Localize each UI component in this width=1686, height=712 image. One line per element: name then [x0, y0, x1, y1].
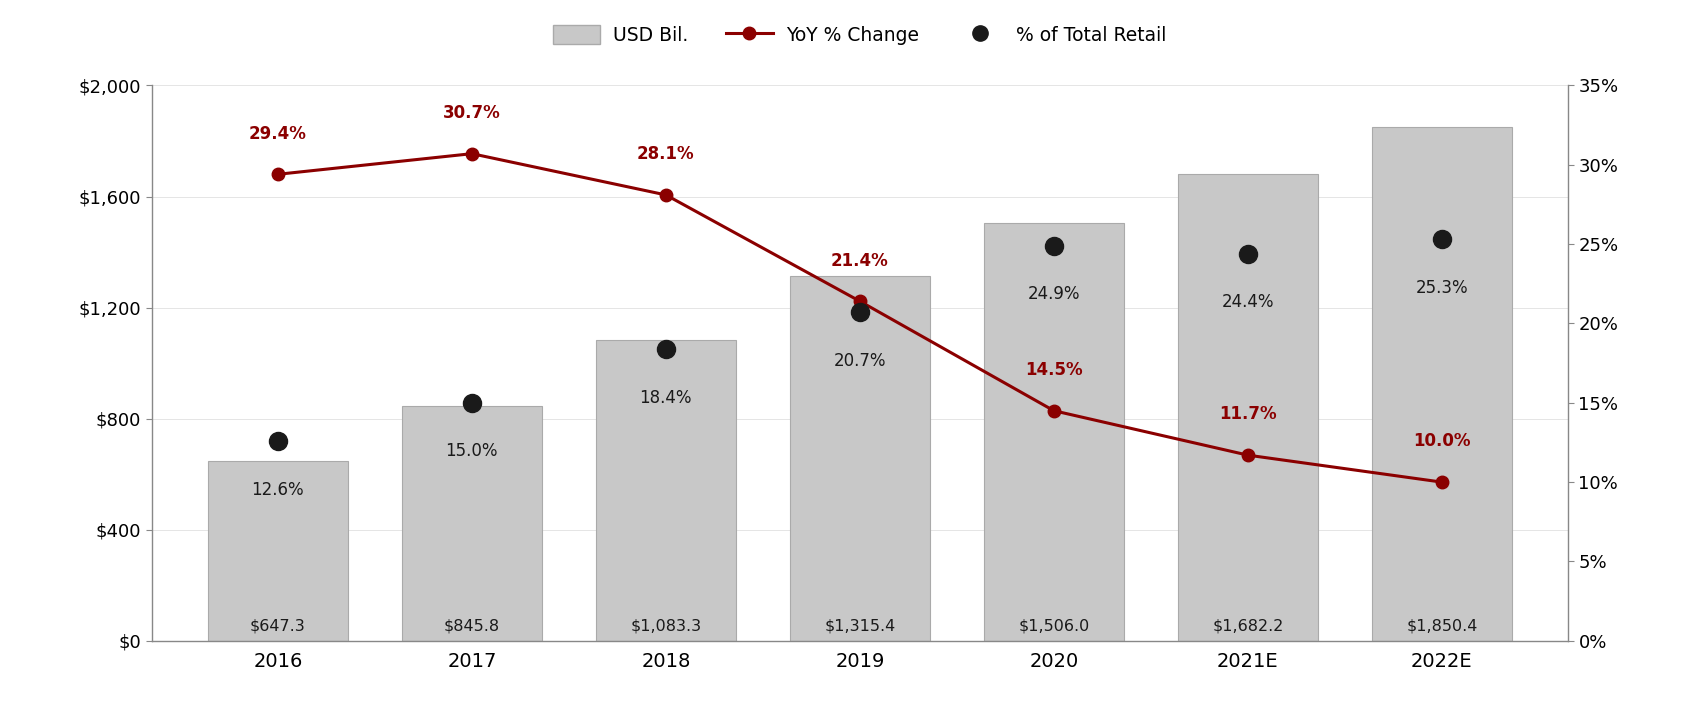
Text: 21.4%: 21.4%	[831, 251, 889, 270]
Bar	[1179, 174, 1318, 641]
Text: 24.9%: 24.9%	[1027, 286, 1081, 303]
Text: $1,083.3: $1,083.3	[631, 619, 701, 634]
Bar	[1372, 127, 1512, 641]
Text: $1,850.4: $1,850.4	[1406, 619, 1477, 634]
Text: 28.1%: 28.1%	[637, 145, 695, 163]
Text: 18.4%: 18.4%	[639, 389, 693, 407]
Text: $1,315.4: $1,315.4	[824, 619, 895, 634]
Text: $845.8: $845.8	[443, 619, 501, 634]
Bar	[791, 276, 929, 641]
Text: $1,506.0: $1,506.0	[1018, 619, 1089, 634]
Text: 10.0%: 10.0%	[1413, 432, 1470, 451]
Bar	[985, 223, 1123, 641]
Bar	[597, 340, 735, 641]
Bar	[207, 461, 347, 641]
Text: 25.3%: 25.3%	[1416, 279, 1469, 297]
Text: 20.7%: 20.7%	[833, 352, 887, 370]
Text: $1,682.2: $1,682.2	[1212, 619, 1283, 634]
Text: 29.4%: 29.4%	[250, 125, 307, 142]
Legend: USD Bil., YoY % Change, % of Total Retail: USD Bil., YoY % Change, % of Total Retai…	[546, 17, 1173, 52]
Text: 12.6%: 12.6%	[251, 481, 303, 498]
Text: 11.7%: 11.7%	[1219, 405, 1276, 424]
Text: 14.5%: 14.5%	[1025, 361, 1082, 379]
Text: 30.7%: 30.7%	[443, 104, 501, 122]
Text: $647.3: $647.3	[250, 619, 305, 634]
Text: 24.4%: 24.4%	[1222, 293, 1275, 311]
Bar	[401, 406, 541, 641]
Text: 15.0%: 15.0%	[445, 442, 497, 461]
